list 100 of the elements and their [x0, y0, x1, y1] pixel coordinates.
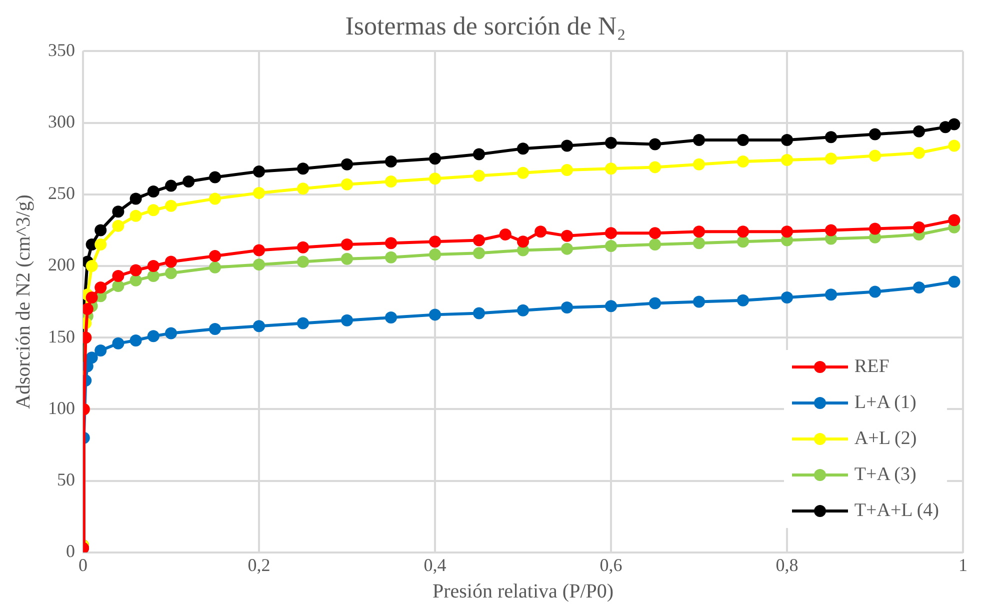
y-axis-title: Adsorción de N2 (cm^3/g) — [12, 194, 34, 409]
point — [781, 154, 793, 166]
point — [605, 240, 617, 252]
point — [297, 256, 309, 268]
point — [209, 171, 221, 184]
point — [253, 244, 265, 256]
point — [429, 308, 441, 321]
point — [112, 206, 124, 218]
point — [605, 162, 617, 175]
point — [948, 140, 960, 152]
point — [297, 182, 309, 195]
point — [112, 280, 124, 292]
point — [253, 165, 265, 178]
point — [693, 296, 705, 308]
point — [693, 158, 705, 170]
point — [473, 247, 485, 260]
point — [913, 125, 925, 138]
point — [341, 158, 353, 170]
x-tick-label: 1 — [958, 554, 968, 575]
point — [429, 172, 441, 185]
x-tick-label: 0 — [78, 554, 88, 575]
point — [473, 148, 485, 160]
point — [147, 204, 160, 216]
point — [561, 164, 573, 176]
point — [385, 155, 397, 168]
point — [649, 227, 661, 240]
x-tick-label: 0,8 — [776, 554, 798, 575]
point — [147, 270, 160, 282]
point — [737, 294, 749, 306]
point — [429, 248, 441, 261]
point — [297, 162, 309, 175]
point — [825, 152, 837, 165]
point — [341, 252, 353, 265]
point — [869, 150, 881, 162]
point — [781, 226, 793, 238]
point — [94, 281, 107, 294]
point — [253, 186, 265, 199]
point — [517, 166, 529, 179]
point — [182, 176, 195, 188]
point — [297, 241, 309, 254]
point — [825, 224, 837, 236]
point — [86, 292, 98, 304]
y-tick-label: 350 — [48, 40, 75, 60]
point — [473, 307, 485, 320]
point — [209, 192, 221, 205]
x-tick-label: 0,2 — [248, 554, 270, 575]
point — [165, 327, 177, 340]
point — [385, 312, 397, 324]
point — [473, 234, 485, 246]
point — [341, 238, 353, 251]
point — [209, 250, 221, 262]
point — [83, 302, 94, 315]
point — [297, 317, 309, 330]
legend-label: L+A (1) — [854, 392, 916, 414]
point — [341, 314, 353, 326]
x-axis-title: Presión relativa (P/P0) — [432, 580, 614, 602]
point — [165, 200, 177, 212]
point — [385, 176, 397, 188]
point — [649, 238, 661, 251]
point — [649, 297, 661, 310]
point — [534, 226, 547, 238]
point — [385, 237, 397, 250]
point — [737, 134, 749, 146]
point — [561, 230, 573, 242]
x-tick-label: 0,6 — [600, 554, 622, 575]
point — [869, 222, 881, 235]
point — [253, 258, 265, 271]
point — [605, 300, 617, 312]
point — [869, 286, 881, 298]
point — [147, 260, 160, 272]
point — [517, 304, 529, 316]
legend-label: T+A (3) — [854, 464, 916, 486]
point — [94, 224, 107, 236]
chart-title: Isotermas de sorción de N₂ — [345, 11, 626, 40]
point — [429, 152, 441, 165]
point — [693, 226, 705, 238]
point — [869, 128, 881, 140]
point — [130, 210, 142, 222]
point — [913, 221, 925, 234]
y-tick-label: 150 — [48, 326, 75, 346]
point — [948, 118, 960, 130]
point — [693, 134, 705, 146]
point — [429, 236, 441, 248]
point — [605, 136, 617, 149]
point — [209, 323, 221, 336]
point — [94, 238, 107, 251]
point — [112, 220, 124, 232]
legend-label: T+A+L (4) — [854, 500, 939, 522]
point — [253, 320, 265, 332]
point — [561, 242, 573, 255]
point — [130, 192, 142, 205]
point — [473, 170, 485, 182]
point — [165, 256, 177, 268]
y-tick-label: 250 — [48, 183, 75, 204]
point — [147, 330, 160, 342]
point — [913, 281, 925, 294]
point — [130, 264, 142, 276]
y-tick-label: 300 — [48, 112, 75, 132]
point — [165, 180, 177, 192]
point — [781, 134, 793, 146]
